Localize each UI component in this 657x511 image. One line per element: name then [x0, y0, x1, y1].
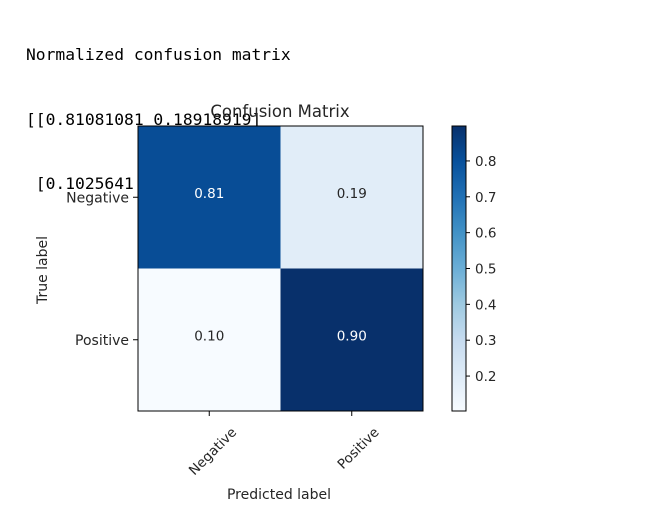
- x-axis-ticks: Negative Positive: [186, 411, 383, 479]
- x-tick-label: Negative: [186, 425, 240, 479]
- y-axis-label: True label: [35, 236, 51, 305]
- y-tick-label: Positive: [75, 333, 129, 349]
- y-tick-label: Negative: [66, 190, 129, 206]
- chart-title: Confusion Matrix: [210, 102, 350, 121]
- colorbar-ticks: 0.2 0.3 0.4 0.5 0.6 0.7 0.8: [466, 154, 496, 385]
- x-axis-label: Predicted label: [227, 487, 331, 503]
- colorbar-tick-label: 0.8: [475, 154, 496, 170]
- cell-value-label: 0.19: [337, 186, 367, 202]
- x-tick-label: Positive: [334, 425, 382, 473]
- y-axis-ticks: Negative Positive: [66, 190, 138, 349]
- colorbar-tick-label: 0.5: [475, 262, 496, 278]
- cell-value-label: 0.10: [194, 328, 224, 344]
- heatmap-cell: [138, 268, 281, 411]
- colorbar-tick-label: 0.2: [475, 369, 496, 385]
- heatmap-cell: [280, 268, 423, 411]
- colorbar: [451, 125, 467, 412]
- cell-value-label: 0.81: [194, 186, 224, 202]
- colorbar-tick-label: 0.4: [475, 297, 496, 313]
- heatmap-cell-labels: 0.81 0.19 0.10 0.90: [194, 186, 367, 345]
- heatmap-cell: [138, 126, 281, 269]
- console-line: [[0.81081081 0.18918919]: [26, 109, 262, 129]
- colorbar-tick-label: 0.6: [475, 226, 496, 242]
- cell-value-label: 0.90: [337, 328, 367, 344]
- heatmap-cells: [138, 126, 423, 411]
- colorbar-tick-label: 0.3: [475, 333, 496, 349]
- colorbar-tick-label: 0.7: [475, 190, 496, 206]
- heatmap-cell: [280, 126, 423, 269]
- console-line: Normalized confusion matrix: [26, 45, 291, 64]
- plot-frame: [137, 125, 424, 412]
